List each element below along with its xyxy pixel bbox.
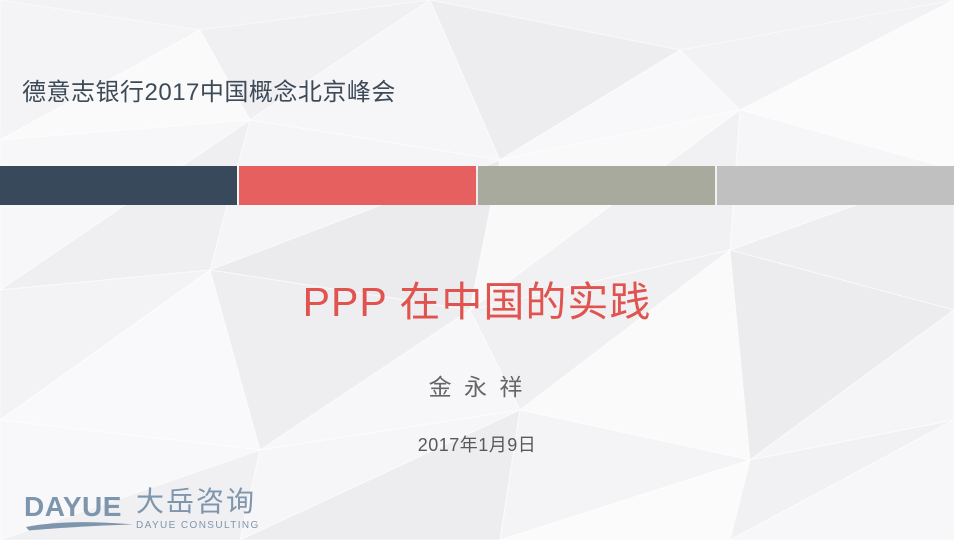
logo-subtext: DAYUE CONSULTING — [136, 520, 260, 531]
logo-wordmark: DAYUE — [24, 491, 122, 522]
dayue-logo: DAYUE 大岳咨询 DAYUE CONSULTING — [24, 486, 274, 536]
divider-band — [0, 166, 954, 205]
slide-date: 2017年1月9日 — [417, 435, 537, 455]
divider-bar-gray — [717, 166, 954, 205]
divider-bar-sage — [478, 166, 715, 205]
slide-header: 德意志银行2017中国概念北京峰会 — [22, 79, 396, 106]
author-name: 金 永 祥 — [428, 374, 526, 400]
logo-chinese-name: 大岳咨询 — [136, 486, 257, 517]
divider-bar-navy — [0, 166, 237, 205]
divider-bar-coral — [239, 166, 476, 205]
slide-title: PPP 在中国的实践 — [302, 279, 652, 325]
brush-swoosh-icon — [26, 522, 133, 531]
